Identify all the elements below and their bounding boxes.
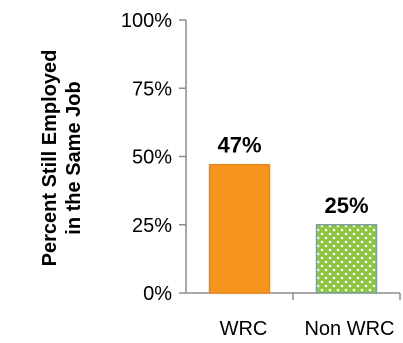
bar-wrc (208, 163, 271, 294)
y-tick-label: 75% (132, 78, 172, 100)
y-tick-label: 25% (132, 215, 172, 237)
x-category-label: Non WRC (304, 318, 394, 340)
y-tick-label: 50% (132, 147, 172, 169)
y-axis-title-line-1: Percent Still Employed (39, 50, 61, 267)
labels: 47% WRC 25% Non WRC (217, 133, 394, 340)
y-axis-title: Percent Still Employed in the Same Job (39, 50, 85, 267)
y-tick-label: 0% (143, 283, 172, 305)
bar-non-wrc (315, 224, 378, 294)
data-label: 47% (217, 133, 261, 158)
axes: 0% 25% 50% 75% 100% (121, 10, 401, 305)
data-label: 25% (324, 193, 368, 218)
bars (208, 163, 378, 294)
y-tick-label: 100% (121, 10, 172, 32)
y-axis-title-line-2: in the Same Job (63, 81, 85, 234)
x-category-label: WRC (220, 318, 268, 340)
